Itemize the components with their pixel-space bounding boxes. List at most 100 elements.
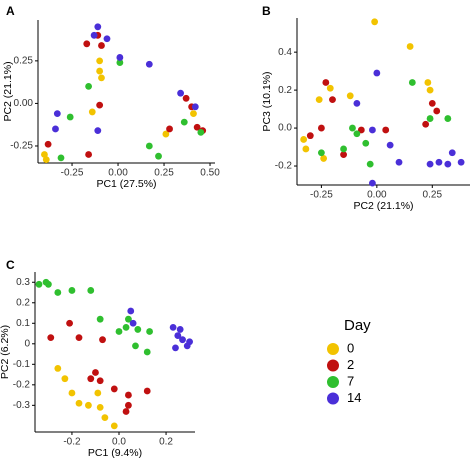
legend-label: 2: [347, 357, 354, 372]
point: [110, 385, 118, 393]
x-tick-label: -0.25: [310, 190, 333, 201]
y-tick-label: 0.4: [278, 47, 292, 58]
point: [349, 124, 356, 132]
point: [94, 389, 102, 397]
point: [182, 94, 190, 102]
point: [94, 23, 102, 31]
x-tick-label: 0.00: [367, 190, 387, 201]
x-tick-label: 0.25: [154, 168, 174, 179]
point: [366, 160, 374, 168]
point: [68, 287, 76, 294]
point: [85, 82, 92, 90]
point: [87, 287, 95, 294]
point: [45, 280, 52, 288]
point: [422, 120, 430, 128]
point: [115, 328, 123, 335]
point: [373, 69, 381, 77]
point: [61, 375, 69, 383]
point: [369, 179, 376, 187]
point: [426, 160, 434, 168]
y-tick-label: -0.3: [13, 400, 31, 411]
y-tick-label: -0.1: [13, 359, 31, 370]
point: [395, 158, 403, 166]
point: [190, 110, 197, 118]
point: [127, 307, 135, 315]
y-tick-label: 0.3: [16, 277, 30, 288]
legend-label: 7: [347, 373, 354, 388]
y-axis-title: PC3 (10.1%): [261, 71, 273, 131]
point: [357, 126, 365, 134]
point: [317, 149, 325, 157]
point: [426, 86, 434, 94]
point: [116, 59, 124, 66]
point: [96, 403, 104, 411]
x-tick-label: 0.00: [108, 168, 128, 179]
point: [54, 365, 62, 372]
point: [444, 160, 452, 168]
point: [96, 67, 104, 75]
legend-swatch: [327, 359, 339, 372]
point: [340, 145, 347, 153]
point: [386, 141, 394, 149]
point: [47, 334, 55, 342]
point: [300, 136, 308, 143]
point: [180, 118, 188, 126]
point: [92, 369, 99, 376]
point: [52, 125, 59, 133]
point: [83, 40, 91, 48]
point: [125, 315, 132, 323]
point: [172, 344, 179, 352]
point: [103, 35, 111, 43]
point: [87, 375, 95, 383]
point: [193, 123, 201, 131]
point: [94, 127, 102, 135]
y-tick-label: 0.1: [16, 318, 30, 329]
point: [340, 151, 347, 159]
point: [96, 57, 104, 65]
point: [433, 107, 441, 115]
point: [435, 158, 443, 166]
point: [329, 96, 336, 104]
point: [362, 139, 370, 147]
point: [143, 387, 151, 395]
point: [96, 315, 104, 323]
point: [326, 84, 334, 92]
point: [35, 280, 43, 288]
point: [406, 43, 414, 50]
y-axis-title: PC2 (6.2%): [0, 325, 11, 379]
point: [68, 389, 76, 397]
point: [371, 18, 379, 26]
point: [57, 154, 65, 162]
point: [96, 377, 104, 385]
x-tick-label: -0.25: [61, 168, 84, 179]
legend-label: 0: [347, 340, 354, 355]
point: [353, 99, 361, 107]
point: [346, 92, 354, 100]
point: [42, 156, 50, 163]
y-tick-label: -0.2: [13, 379, 31, 390]
point: [132, 342, 139, 350]
point: [186, 338, 193, 346]
point: [98, 74, 105, 82]
panel-label: A: [6, 4, 15, 18]
y-tick-label: 0.25: [14, 55, 34, 66]
point: [101, 414, 109, 422]
point: [191, 103, 199, 111]
point: [176, 326, 184, 333]
point: [353, 130, 361, 138]
point: [110, 422, 118, 430]
x-tick-label: 0.50: [200, 168, 220, 179]
x-axis-title: PC2 (21.1%): [353, 200, 413, 212]
point: [44, 140, 52, 148]
point: [88, 108, 96, 116]
panel-label: B: [262, 4, 271, 18]
point: [66, 113, 74, 121]
y-tick-label: 0.2: [278, 85, 292, 96]
point: [155, 152, 162, 160]
point: [122, 323, 130, 331]
point: [75, 334, 83, 342]
point: [98, 42, 105, 49]
point: [146, 328, 153, 335]
y-tick-label: -0.25: [10, 141, 33, 152]
point: [66, 319, 73, 327]
